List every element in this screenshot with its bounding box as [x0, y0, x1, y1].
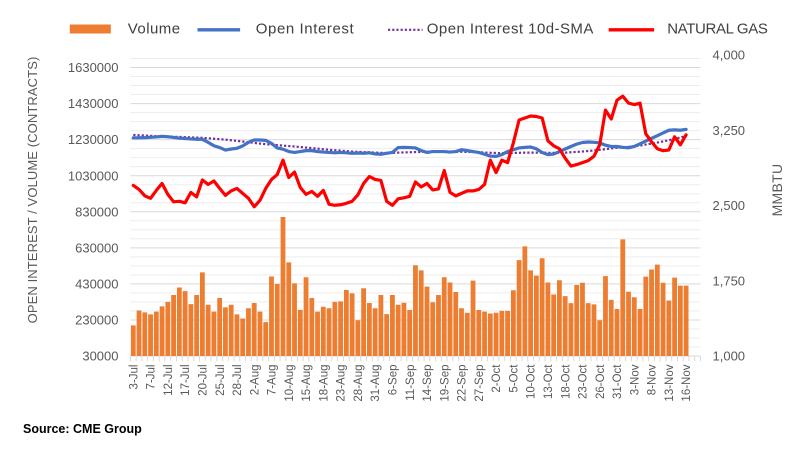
- svg-text:3-Nov: 3-Nov: [629, 364, 641, 395]
- svg-text:3-Jul: 3-Jul: [128, 365, 140, 390]
- svg-text:8-Nov: 8-Nov: [647, 364, 659, 395]
- svg-text:23-Oct: 23-Oct: [578, 364, 590, 399]
- svg-text:14-Sep: 14-Sep: [422, 365, 434, 402]
- svg-text:5-Oct: 5-Oct: [508, 364, 520, 393]
- svg-text:1030000: 1030000: [68, 168, 119, 183]
- svg-text:19-Sep: 19-Sep: [439, 365, 451, 402]
- svg-text:Open Interest: Open Interest: [256, 21, 355, 38]
- svg-text:3,250: 3,250: [713, 123, 746, 138]
- svg-text:630000: 630000: [75, 240, 118, 255]
- svg-text:Volume: Volume: [128, 21, 181, 38]
- svg-text:10-Oct: 10-Oct: [526, 364, 538, 399]
- svg-text:1430000: 1430000: [68, 96, 119, 111]
- svg-text:7-Aug: 7-Aug: [267, 365, 279, 396]
- svg-text:13-Nov: 13-Nov: [664, 364, 676, 401]
- svg-text:1,750: 1,750: [713, 273, 746, 288]
- svg-text:23-Aug: 23-Aug: [336, 365, 348, 402]
- svg-text:4,000: 4,000: [713, 48, 746, 63]
- svg-text:1630000: 1630000: [68, 60, 119, 75]
- svg-text:22-Sep: 22-Sep: [457, 365, 469, 402]
- svg-text:430000: 430000: [75, 276, 118, 291]
- svg-text:28-Jul: 28-Jul: [232, 365, 244, 396]
- svg-text:16-Nov: 16-Nov: [681, 364, 693, 401]
- svg-text:12-Jul: 12-Jul: [163, 365, 175, 396]
- svg-text:25-Jul: 25-Jul: [215, 365, 227, 396]
- svg-text:7-Jul: 7-Jul: [146, 365, 158, 390]
- svg-text:Source: CME Group: Source: CME Group: [23, 422, 142, 436]
- svg-text:230000: 230000: [75, 313, 118, 328]
- svg-text:NATURAL GAS: NATURAL GAS: [667, 21, 768, 38]
- svg-text:15-Aug: 15-Aug: [301, 365, 313, 402]
- svg-text:30000: 30000: [82, 349, 118, 364]
- svg-text:2,500: 2,500: [713, 198, 746, 213]
- svg-text:10-Aug: 10-Aug: [284, 365, 296, 402]
- svg-text:Open Interest 10d-SMA: Open Interest 10d-SMA: [427, 21, 594, 38]
- svg-text:18-Aug: 18-Aug: [318, 365, 330, 402]
- svg-text:28-Aug: 28-Aug: [353, 365, 365, 402]
- svg-text:17-Jul: 17-Jul: [180, 365, 192, 396]
- svg-text:1230000: 1230000: [68, 132, 119, 147]
- svg-text:830000: 830000: [75, 204, 118, 219]
- svg-text:27-Sep: 27-Sep: [474, 365, 486, 402]
- svg-text:20-Jul: 20-Jul: [197, 365, 209, 396]
- svg-text:6-Sep: 6-Sep: [388, 365, 400, 396]
- svg-text:1,000: 1,000: [713, 349, 746, 364]
- svg-text:11-Sep: 11-Sep: [405, 365, 417, 401]
- svg-text:26-Oct: 26-Oct: [595, 364, 607, 399]
- svg-text:18-Oct: 18-Oct: [560, 364, 572, 399]
- svg-text:2-Oct: 2-Oct: [491, 364, 503, 393]
- svg-text:2-Aug: 2-Aug: [249, 365, 261, 396]
- svg-text:31-Oct: 31-Oct: [612, 364, 624, 399]
- svg-text:31-Aug: 31-Aug: [370, 365, 382, 402]
- svg-text:OPEN INTEREST / VOLUME (CONTRA: OPEN INTEREST / VOLUME (CONTRACTS): [25, 57, 40, 324]
- svg-text:MMBTU: MMBTU: [769, 164, 785, 217]
- svg-text:13-Oct: 13-Oct: [543, 364, 555, 399]
